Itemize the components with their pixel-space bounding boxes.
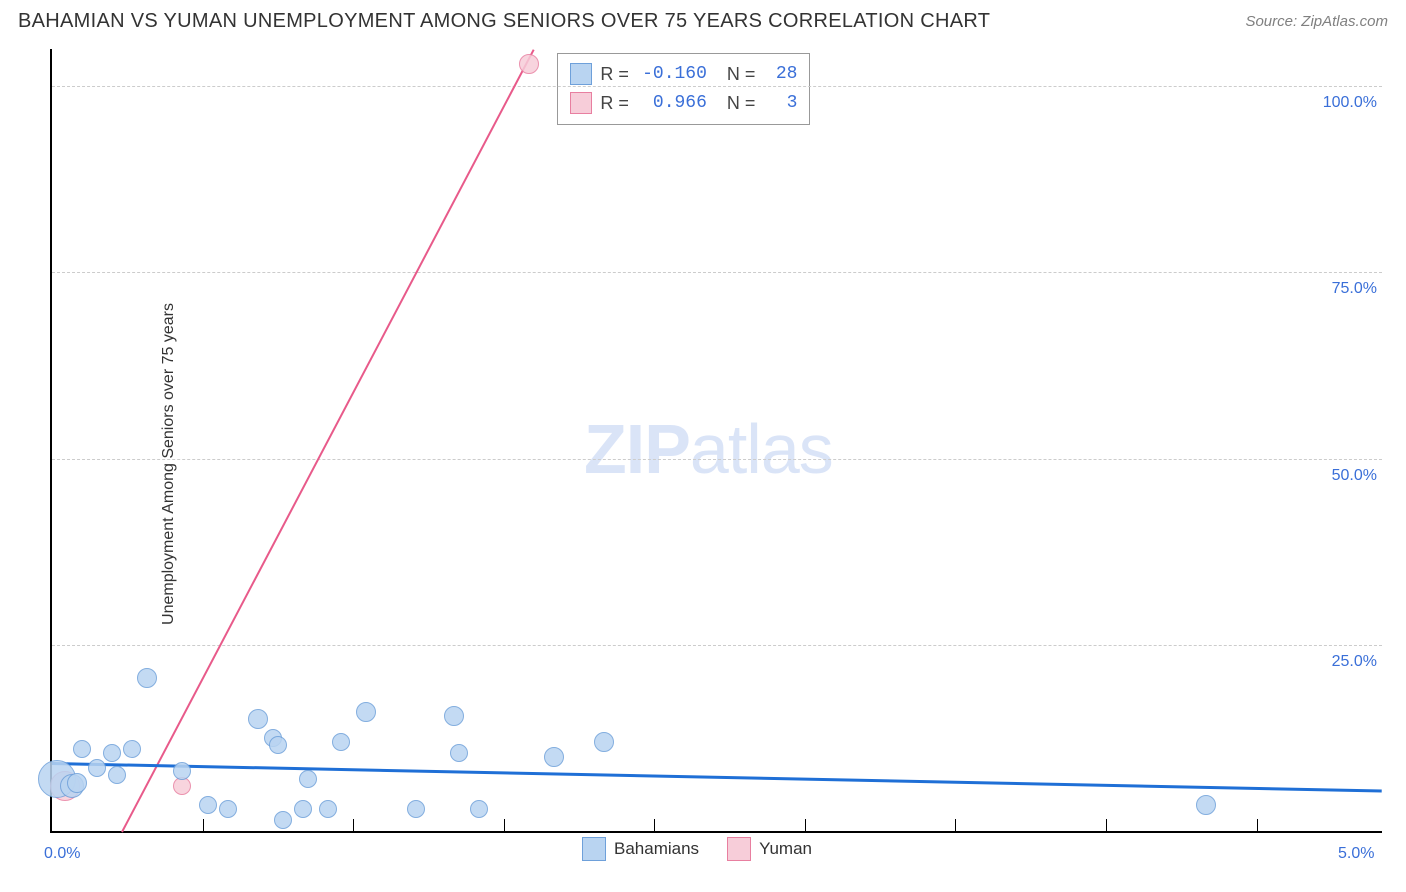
bahamians-marker	[73, 740, 91, 758]
x-tick-mark	[1106, 819, 1107, 831]
r-label: R =	[600, 89, 629, 118]
bahamians-marker	[294, 800, 312, 818]
chart-area: Unemployment Among Seniors over 75 years…	[0, 39, 1406, 889]
swatch-yuman-icon	[570, 92, 592, 114]
swatch-bahamians-icon	[570, 63, 592, 85]
bahamians-marker	[274, 811, 292, 829]
x-tick-mark	[504, 819, 505, 831]
y-tick-label: 25.0%	[1312, 653, 1377, 671]
x-axis-max-label: 5.0%	[1338, 845, 1374, 863]
bahamians-marker	[67, 773, 87, 793]
plot-region: ZIPatlas R = -0.160 N =28 R = 0.966 N =3 25.0…	[50, 49, 1382, 833]
bahamians-marker	[269, 736, 287, 754]
y-tick-label: 100.0%	[1312, 94, 1377, 112]
n-label: N =	[727, 60, 756, 89]
y-tick-label: 75.0%	[1312, 280, 1377, 298]
watermark: ZIPatlas	[584, 409, 833, 489]
stats-row-yuman: R = 0.966 N =3	[570, 89, 797, 118]
chart-title: BAHAMIAN VS YUMAN UNEMPLOYMENT AMONG SEN…	[18, 10, 990, 33]
stats-row-bahamians: R = -0.160 N =28	[570, 60, 797, 89]
legend-swatch-yuman-icon	[727, 837, 751, 861]
n-value: 28	[763, 60, 797, 89]
gridline	[52, 272, 1382, 273]
n-label: N =	[727, 89, 756, 118]
gridline	[52, 645, 1382, 646]
legend-label: Bahamians	[614, 839, 699, 859]
n-value: 3	[763, 89, 797, 118]
x-tick-mark	[654, 819, 655, 831]
legend-swatch-bahamians-icon	[582, 837, 606, 861]
gridline	[52, 86, 1382, 87]
bahamians-trend-line	[52, 762, 1382, 792]
watermark-zip: ZIP	[584, 410, 690, 488]
bahamians-marker	[356, 702, 376, 722]
r-value: 0.966	[637, 89, 707, 118]
x-tick-mark	[955, 819, 956, 831]
bahamians-marker	[248, 709, 268, 729]
bahamians-marker	[108, 766, 126, 784]
x-tick-mark	[203, 819, 204, 831]
x-tick-mark	[1257, 819, 1258, 831]
bahamians-marker	[470, 800, 488, 818]
bahamians-marker	[173, 762, 191, 780]
bahamians-marker	[299, 770, 317, 788]
chart-header: BAHAMIAN VS YUMAN UNEMPLOYMENT AMONG SEN…	[0, 0, 1406, 39]
bahamians-marker	[88, 759, 106, 777]
yuman-marker	[519, 54, 539, 74]
bahamians-marker	[1196, 795, 1216, 815]
legend-label: Yuman	[759, 839, 812, 859]
bahamians-marker	[444, 706, 464, 726]
r-label: R =	[600, 60, 629, 89]
bahamians-marker	[137, 668, 157, 688]
yuman-trend-line	[121, 50, 534, 833]
gridline	[52, 459, 1382, 460]
chart-source: Source: ZipAtlas.com	[1245, 13, 1388, 30]
x-tick-mark	[353, 819, 354, 831]
bahamians-marker	[199, 796, 217, 814]
bahamians-marker	[123, 740, 141, 758]
legend-item-bahamians: Bahamians	[582, 837, 699, 861]
watermark-atlas: atlas	[690, 410, 833, 488]
legend-item-yuman: Yuman	[727, 837, 812, 861]
bahamians-marker	[450, 744, 468, 762]
correlation-stats-box: R = -0.160 N =28 R = 0.966 N =3	[557, 53, 810, 125]
bahamians-marker	[594, 732, 614, 752]
bahamians-marker	[219, 800, 237, 818]
bahamians-marker	[103, 744, 121, 762]
x-tick-mark	[805, 819, 806, 831]
bottom-legend: Bahamians Yuman	[582, 837, 812, 861]
r-value: -0.160	[637, 60, 707, 89]
bahamians-marker	[544, 747, 564, 767]
bahamians-marker	[407, 800, 425, 818]
y-tick-label: 50.0%	[1312, 467, 1377, 485]
bahamians-marker	[332, 733, 350, 751]
x-axis-zero-label: 0.0%	[44, 845, 80, 863]
bahamians-marker	[319, 800, 337, 818]
